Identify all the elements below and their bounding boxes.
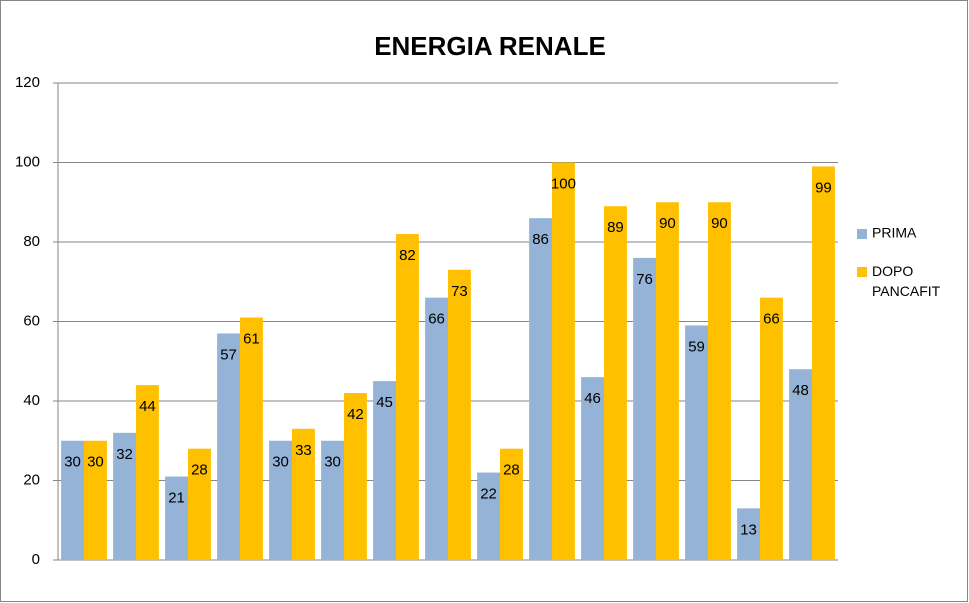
data-label: 89 xyxy=(607,219,624,236)
y-tick-label: 100 xyxy=(15,153,40,170)
legend-label: PRIMA xyxy=(872,225,917,241)
bar xyxy=(269,440,292,560)
bar xyxy=(812,166,835,560)
bar xyxy=(448,269,471,560)
data-label: 59 xyxy=(688,338,705,355)
data-label: 48 xyxy=(792,382,809,399)
bar xyxy=(708,202,731,560)
legend-label: DOPO PANCAFIT xyxy=(872,263,941,299)
data-label: 100 xyxy=(551,175,576,192)
data-label: 30 xyxy=(272,454,289,471)
data-label: 30 xyxy=(64,454,81,471)
legend-swatch xyxy=(857,267,867,277)
bar xyxy=(113,432,136,560)
bar xyxy=(789,369,812,560)
data-label: 28 xyxy=(191,462,208,479)
data-label: 66 xyxy=(428,311,445,328)
data-label: 57 xyxy=(220,346,237,363)
y-tick-label: 80 xyxy=(23,233,40,250)
bar xyxy=(529,218,552,560)
bar xyxy=(760,297,783,560)
bar xyxy=(165,476,188,560)
data-label: 76 xyxy=(636,271,653,288)
data-label: 30 xyxy=(324,454,341,471)
data-label: 32 xyxy=(116,446,133,463)
bar xyxy=(240,317,263,560)
data-label: 42 xyxy=(347,406,364,423)
data-label: 99 xyxy=(815,179,832,196)
data-label: 30 xyxy=(87,454,104,471)
data-label: 22 xyxy=(480,486,497,503)
bar xyxy=(604,206,627,560)
data-label: 61 xyxy=(243,330,260,347)
data-label: 90 xyxy=(659,215,676,232)
data-label: 44 xyxy=(139,398,156,415)
bar xyxy=(396,234,419,561)
y-tick-label: 40 xyxy=(23,392,40,409)
y-tick-label: 0 xyxy=(32,551,40,568)
data-label: 82 xyxy=(399,247,416,264)
y-tick-label: 20 xyxy=(23,471,40,488)
bar xyxy=(477,472,500,560)
data-label: 46 xyxy=(584,390,601,407)
bar xyxy=(344,393,367,560)
bar xyxy=(217,333,240,560)
bar xyxy=(373,381,396,560)
bar xyxy=(737,508,760,560)
data-label: 73 xyxy=(451,283,468,300)
data-label: 86 xyxy=(532,231,549,248)
data-label: 28 xyxy=(503,462,520,479)
bar xyxy=(685,325,708,560)
bar xyxy=(61,440,84,560)
bar xyxy=(84,440,107,560)
bar xyxy=(656,202,679,560)
bar xyxy=(188,448,211,560)
y-tick-label: 120 xyxy=(15,74,40,91)
legend-swatch xyxy=(857,229,867,239)
data-label: 45 xyxy=(376,394,393,411)
bar xyxy=(292,428,315,560)
data-label: 13 xyxy=(740,521,757,538)
y-tick-label: 60 xyxy=(23,312,40,329)
data-label: 33 xyxy=(295,442,312,459)
data-label: 66 xyxy=(763,311,780,328)
data-label: 21 xyxy=(168,489,185,506)
bar xyxy=(552,162,575,560)
bar xyxy=(425,297,448,560)
chart-title: ENERGIA RENALE xyxy=(374,31,606,61)
bar xyxy=(321,440,344,560)
bar xyxy=(136,385,159,560)
bar xyxy=(581,377,604,560)
bar xyxy=(500,448,523,560)
data-label: 90 xyxy=(711,215,728,232)
bar xyxy=(633,257,656,560)
